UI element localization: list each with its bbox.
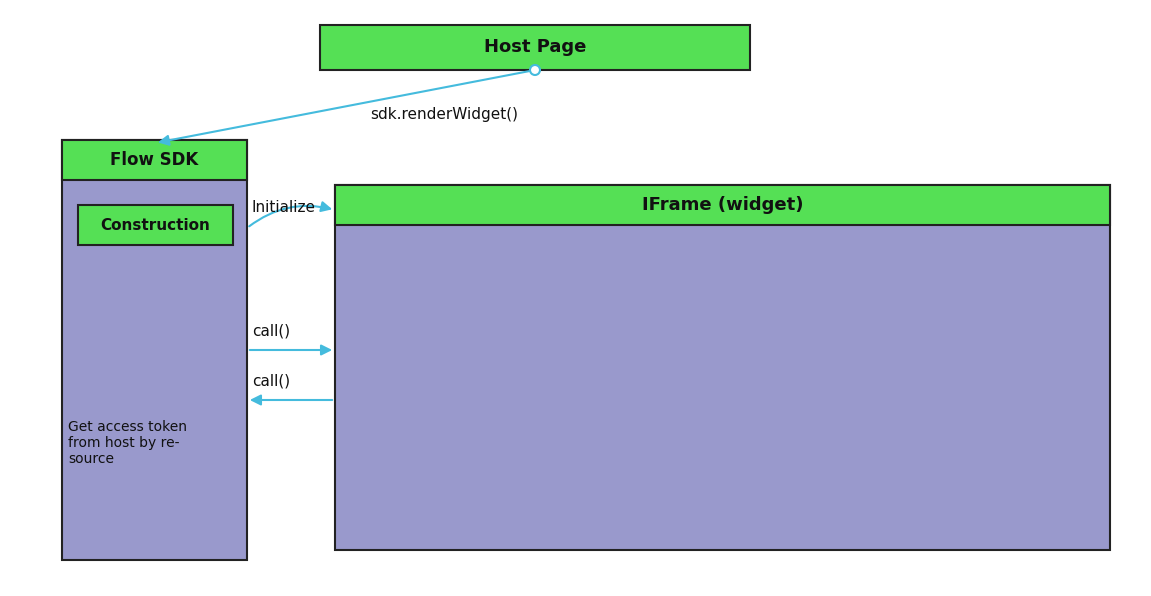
- Text: Get access token
from host by re-
source: Get access token from host by re- source: [68, 420, 186, 467]
- Bar: [335, 185, 1110, 550]
- Bar: [335, 185, 1110, 225]
- Text: call(): call(): [252, 323, 290, 338]
- Circle shape: [529, 65, 540, 75]
- Bar: [78, 205, 233, 245]
- Text: Construction: Construction: [100, 218, 211, 232]
- Bar: [320, 25, 750, 70]
- Text: Host Page: Host Page: [483, 39, 586, 57]
- Text: sdk.renderWidget(): sdk.renderWidget(): [369, 107, 518, 123]
- Text: IFrame (widget): IFrame (widget): [642, 196, 803, 214]
- Text: Initialize: Initialize: [252, 200, 317, 215]
- Bar: [62, 140, 247, 560]
- Bar: [62, 140, 247, 180]
- Text: call(): call(): [252, 373, 290, 388]
- Text: Flow SDK: Flow SDK: [110, 151, 199, 169]
